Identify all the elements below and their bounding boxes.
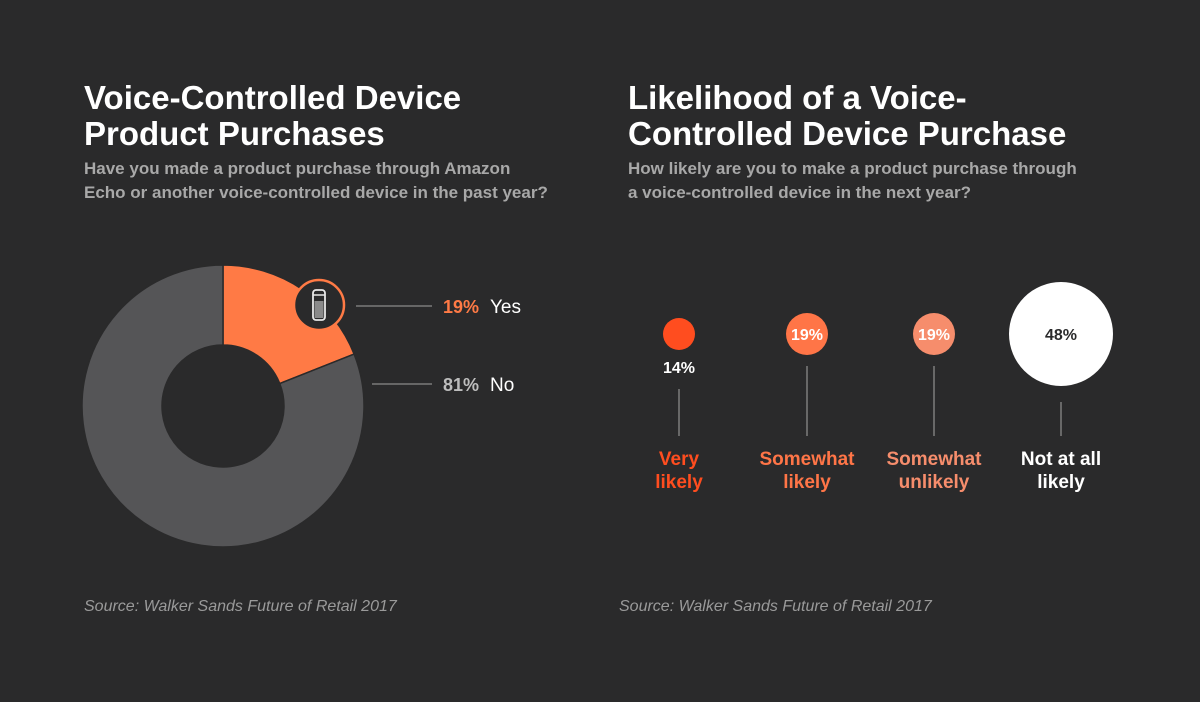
donut-label-value-yes: 19% bbox=[443, 297, 479, 317]
bubble-source-note: Source: Walker Sands Future of Retail 20… bbox=[619, 598, 932, 615]
bubble-somewhat-likely bbox=[786, 313, 828, 355]
bubble-somewhat-unlikely bbox=[913, 313, 955, 355]
bubble-label-somewhat-likely-line-2: likely bbox=[783, 472, 831, 493]
donut-label-category-no: No bbox=[490, 375, 514, 396]
bubble-label-very-likely-line-2: likely bbox=[655, 472, 703, 493]
bubble-title-line-1: Likelihood of a Voice- bbox=[628, 79, 967, 116]
bubble-not-at-all-likely bbox=[1009, 282, 1113, 386]
bubble-value-somewhat-unlikely: 19% bbox=[918, 327, 950, 344]
smart-speaker-icon bbox=[292, 278, 346, 332]
donut-slice-no bbox=[81, 264, 365, 548]
bubble-label-somewhat-unlikely-line-2: unlikely bbox=[899, 472, 970, 493]
bubble-label-somewhat-likely-line-1: Somewhat bbox=[759, 449, 855, 470]
donut-source-note: Source: Walker Sands Future of Retail 20… bbox=[84, 598, 397, 615]
bubble-label-not-at-all-likely-line-2: likely bbox=[1037, 472, 1085, 493]
donut-subtitle-line-2: Echo or another voice-controlled device … bbox=[84, 183, 548, 202]
bubble-label-somewhat-unlikely-line-1: Somewhat bbox=[886, 449, 982, 470]
donut-chart-subtitle: Have you made a product purchase through… bbox=[84, 157, 548, 205]
bubble-chart: 14%Verylikely19%Somewhatlikely19%Somewha… bbox=[655, 282, 1113, 493]
bubble-value-very-likely: 14% bbox=[663, 360, 695, 377]
donut-chart: 19% Yes 81% No bbox=[81, 264, 521, 548]
bubble-value-somewhat-likely: 19% bbox=[791, 327, 823, 344]
bubble-chart-title: Likelihood of a Voice- Controlled Device… bbox=[628, 80, 1066, 152]
bubble-label-not-at-all-likely-line-1: Not at all bbox=[1021, 449, 1101, 470]
donut-label-category-yes: Yes bbox=[490, 297, 521, 318]
bubble-subtitle-line-2: a voice-controlled device in the next ye… bbox=[628, 183, 971, 202]
donut-label-value-no: 81% bbox=[443, 375, 479, 395]
bubble-label-very-likely-line-1: Very bbox=[659, 449, 700, 470]
bubble-chart-subtitle: How likely are you to make a product pur… bbox=[628, 157, 1077, 205]
donut-title-line-2: Product Purchases bbox=[84, 115, 385, 152]
bubble-very-likely bbox=[663, 318, 695, 350]
donut-slice-yes bbox=[222, 264, 356, 385]
donut-chart-title: Voice-Controlled Device Product Purchase… bbox=[84, 80, 461, 152]
bubble-subtitle-line-1: How likely are you to make a product pur… bbox=[628, 159, 1077, 178]
bubble-value-not-at-all-likely: 48% bbox=[1045, 327, 1077, 344]
donut-title-line-1: Voice-Controlled Device bbox=[84, 79, 462, 116]
bubble-title-line-2: Controlled Device Purchase bbox=[628, 115, 1067, 152]
donut-subtitle-line-1: Have you made a product purchase through… bbox=[84, 159, 511, 178]
